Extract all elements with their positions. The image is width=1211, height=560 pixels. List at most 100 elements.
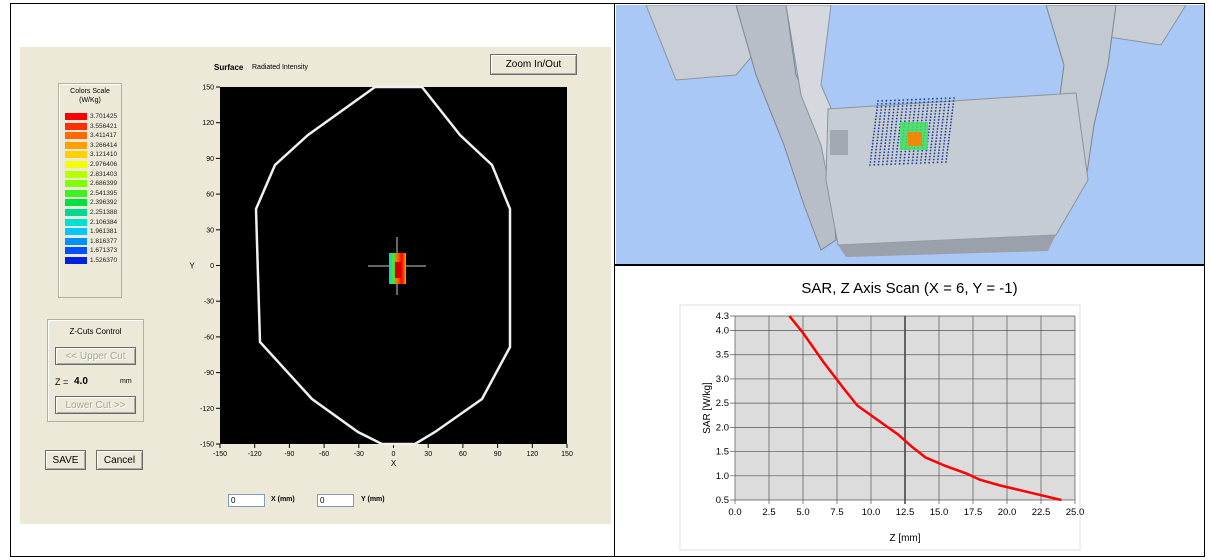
probe-point	[891, 157, 893, 159]
probe-point	[880, 112, 882, 114]
probe-point	[873, 164, 875, 166]
probe-point	[916, 156, 918, 158]
probe-point	[889, 103, 891, 105]
probe-point	[911, 99, 913, 101]
probe-point	[937, 125, 939, 127]
probe-point	[883, 121, 885, 123]
probe-point	[895, 127, 897, 129]
probe-point	[896, 115, 898, 117]
probe-point	[924, 162, 926, 164]
probe-point	[884, 115, 886, 117]
probe-point	[919, 105, 921, 107]
probe-point	[934, 119, 936, 121]
probe-point	[888, 112, 890, 114]
probe-point	[919, 102, 921, 104]
probe-point	[923, 104, 925, 106]
probe-point	[914, 105, 916, 107]
sar-y-tick-label: 1.5	[716, 447, 729, 458]
probe-point	[876, 140, 878, 142]
probe-point	[903, 160, 905, 162]
probe-point	[897, 142, 899, 144]
x-coordinate-label: X (mm)	[271, 496, 295, 503]
probe-point	[940, 134, 942, 136]
probe-point	[942, 149, 944, 151]
probe-point	[885, 136, 887, 138]
probe-point	[945, 131, 947, 133]
probe-point	[907, 163, 909, 165]
probe-point	[898, 136, 900, 138]
probe-point	[876, 146, 878, 148]
probe-point	[893, 109, 895, 111]
probe-point	[890, 130, 892, 132]
probe-point	[893, 112, 895, 114]
probe-point	[888, 118, 890, 120]
probe-point	[910, 108, 912, 110]
probe-point	[884, 109, 886, 111]
probe-point	[904, 151, 906, 153]
probe-point	[879, 149, 881, 151]
probe-point	[912, 120, 914, 122]
probe-point	[883, 124, 885, 126]
probe-point	[877, 100, 879, 102]
probe-point	[947, 113, 949, 115]
probe-point	[944, 137, 946, 139]
probe-point	[928, 132, 930, 134]
probe-point	[904, 120, 906, 122]
probe-point	[890, 133, 892, 135]
probe-point	[908, 157, 910, 159]
probe-point	[889, 139, 891, 141]
probe-point	[878, 164, 880, 166]
probe-point	[922, 111, 924, 113]
y-coordinate-field[interactable]: 0	[317, 494, 354, 507]
probe-point	[896, 154, 898, 156]
probe-point	[951, 112, 953, 114]
probe-point	[933, 122, 935, 124]
probe-point	[896, 151, 898, 153]
probe-point	[935, 107, 937, 109]
probe-point	[926, 116, 928, 118]
probe-point	[946, 122, 948, 124]
probe-point	[935, 110, 937, 112]
probe-point	[948, 106, 950, 108]
probe-point	[891, 127, 893, 129]
probe-point	[885, 103, 887, 105]
probe-point	[909, 150, 911, 152]
probe-point	[889, 142, 891, 144]
probe-point	[936, 98, 938, 100]
probe-point	[938, 149, 940, 151]
probe-point	[921, 120, 923, 122]
x-coordinate-field[interactable]: 0	[228, 494, 265, 507]
probe-point	[908, 160, 910, 162]
probe-point	[923, 101, 925, 103]
probe-point	[887, 124, 889, 126]
probe-point	[900, 151, 902, 153]
probe-point	[933, 156, 935, 158]
probe-point	[925, 153, 927, 155]
probe-point	[932, 101, 934, 103]
sar-y-tick-label: 2.5	[716, 398, 729, 409]
probe-point	[939, 146, 941, 148]
probe-point	[934, 149, 936, 151]
sar-y-tick-label: 4.3	[716, 311, 729, 322]
probe-point	[892, 115, 894, 117]
probe-point	[931, 140, 933, 142]
probe-point	[913, 117, 915, 119]
probe-point	[892, 151, 894, 153]
probe-point	[942, 116, 944, 118]
probe-point	[900, 117, 902, 119]
probe-point	[946, 119, 948, 121]
probe-point	[925, 119, 927, 121]
y-tick-label: -60	[204, 334, 214, 341]
probe-point	[949, 134, 951, 136]
probe-point	[934, 113, 936, 115]
probe-point	[947, 116, 949, 118]
probe-point	[899, 163, 901, 165]
probe-point	[890, 163, 892, 165]
probe-point	[917, 114, 919, 116]
probe-point	[929, 153, 931, 155]
3d-phantom-scene[interactable]	[616, 5, 1204, 264]
y-tick-label: -120	[200, 406, 214, 413]
probe-point	[916, 162, 918, 164]
probe-point	[945, 161, 947, 163]
radiated-intensity-plot[interactable]: -150 -120 -90 -60 -30 0 30 60 90 120 150 150 120 90 60…	[20, 47, 611, 487]
